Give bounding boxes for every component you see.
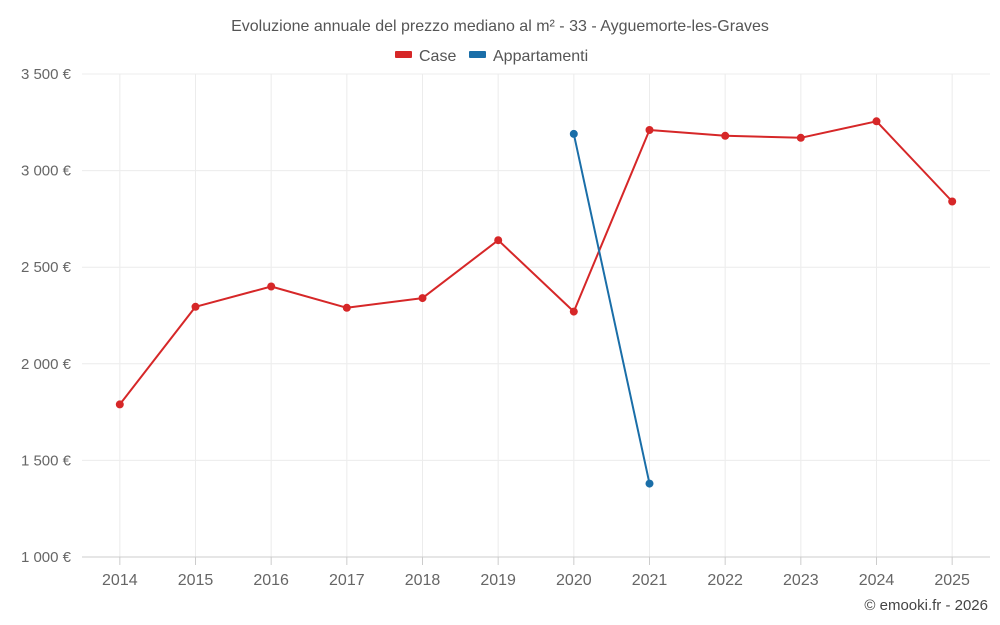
x-tick-label: 2016 bbox=[253, 572, 289, 589]
data-point-case[interactable] bbox=[872, 117, 881, 126]
chart-title: Evoluzione annuale del prezzo mediano al… bbox=[231, 18, 769, 35]
data-point-case[interactable] bbox=[418, 294, 427, 303]
x-tick-label: 2017 bbox=[329, 572, 365, 589]
data-point-case[interactable] bbox=[645, 126, 654, 134]
legend-label-appartamenti[interactable]: Appartamenti bbox=[493, 48, 588, 65]
y-tick-label: 2 000 € bbox=[21, 356, 72, 373]
x-tick-label: 2014 bbox=[102, 572, 138, 589]
legend-swatch-case bbox=[395, 51, 412, 58]
data-point-case[interactable] bbox=[267, 282, 276, 291]
data-point-case[interactable] bbox=[342, 303, 351, 312]
data-point-case[interactable] bbox=[569, 307, 578, 316]
x-tick-label: 2015 bbox=[178, 572, 214, 589]
x-tick-label: 2022 bbox=[707, 572, 743, 589]
data-point-case[interactable] bbox=[796, 133, 805, 142]
y-tick-label: 3 500 € bbox=[21, 66, 72, 83]
y-tick-label: 3 000 € bbox=[21, 163, 72, 180]
x-axis: 2014 2015 2016 2017 2018 2019 2020 2021 2022 2023… bbox=[82, 556, 990, 589]
data-point-case[interactable] bbox=[721, 131, 730, 140]
data-point-case[interactable] bbox=[115, 400, 124, 409]
x-tick-label: 2019 bbox=[480, 572, 516, 589]
x-tick-label: 2020 bbox=[556, 572, 592, 589]
y-tick-label: 1 500 € bbox=[21, 452, 72, 469]
legend-label-case[interactable]: Case bbox=[419, 48, 456, 65]
data-point-case[interactable] bbox=[948, 197, 957, 206]
y-axis: 1 000 € 1 500 € 2 000 € 2 500 € 3 000 € 3 500… bbox=[21, 66, 72, 566]
x-tick-label: 2021 bbox=[632, 572, 668, 589]
data-point-case[interactable] bbox=[191, 302, 200, 311]
legend-swatch-appartamenti bbox=[469, 51, 486, 58]
series-line-case bbox=[118, 120, 954, 406]
y-tick-label: 2 500 € bbox=[21, 259, 72, 276]
data-point-appartamenti[interactable] bbox=[645, 479, 654, 488]
legend: Case Appartamenti bbox=[395, 48, 588, 65]
x-tick-label: 2024 bbox=[859, 572, 895, 589]
y-tick-label: 1 000 € bbox=[21, 549, 72, 566]
data-point-case[interactable] bbox=[494, 236, 503, 245]
x-tick-label: 2018 bbox=[405, 572, 441, 589]
grid bbox=[82, 73, 990, 558]
x-tick-label: 2023 bbox=[783, 572, 819, 589]
x-tick-label: 2025 bbox=[934, 572, 970, 589]
chart-credit: © emooki.fr - 2026 bbox=[864, 597, 988, 614]
data-point-appartamenti[interactable] bbox=[569, 129, 578, 138]
series-line-appartamenti bbox=[572, 132, 651, 485]
series bbox=[115, 117, 957, 488]
